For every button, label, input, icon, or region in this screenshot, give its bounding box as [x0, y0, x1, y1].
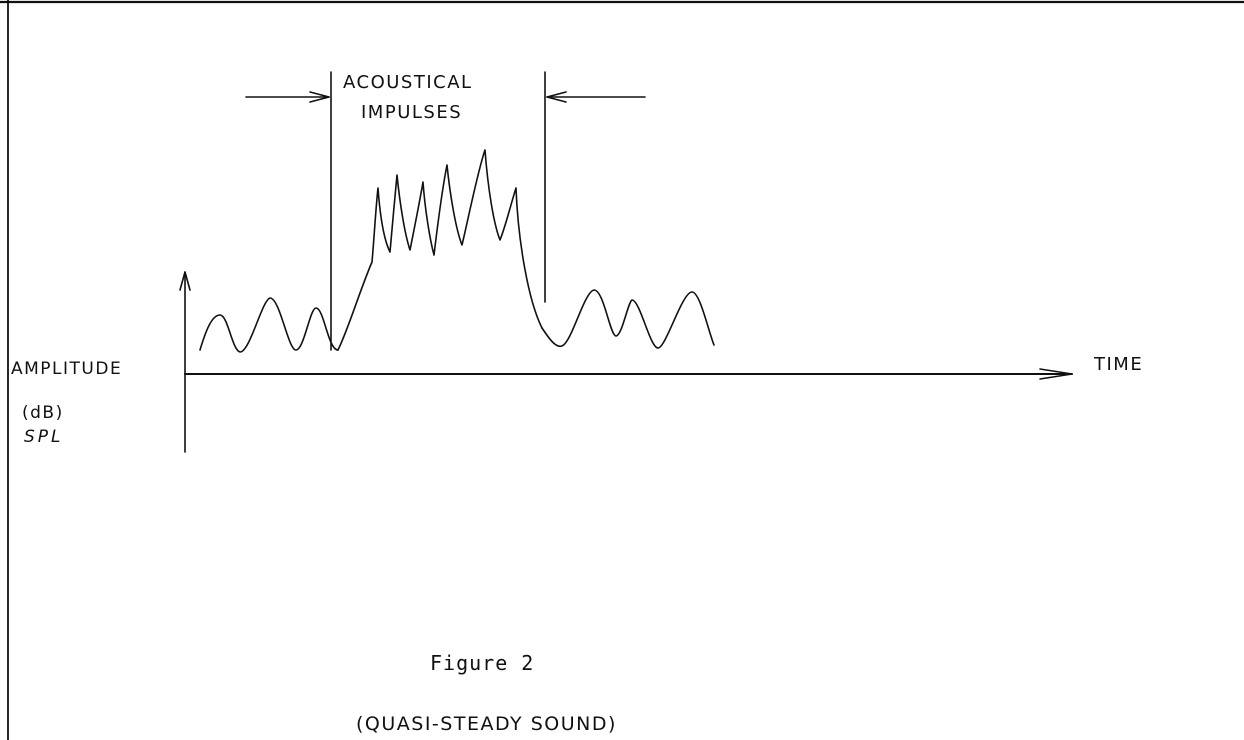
y-axis-arrowhead: [179, 271, 191, 291]
left-dimension-arrowhead: [309, 91, 330, 103]
annotation-label-line2: IMPULSES: [361, 102, 462, 123]
figure-caption: Figure 2: [430, 651, 534, 675]
y-axis-label: AMPLITUDE: [11, 359, 122, 379]
figure-subcaption: (QUASI-STEADY SOUND): [356, 713, 617, 735]
waveform-impulses: [337, 149, 543, 351]
x-axis-arrowhead: [1039, 368, 1073, 380]
y-axis-unit: (dB): [22, 403, 64, 423]
waveform-steady-before: [199, 297, 339, 353]
x-axis-label: TIME: [1093, 354, 1143, 375]
annotation-label-line1: ACOUSTICAL: [343, 72, 473, 93]
y-axis-unit-type: SPL: [24, 427, 64, 447]
right-dimension-arrowhead: [546, 91, 567, 103]
waveform-steady-after: [541, 289, 715, 349]
